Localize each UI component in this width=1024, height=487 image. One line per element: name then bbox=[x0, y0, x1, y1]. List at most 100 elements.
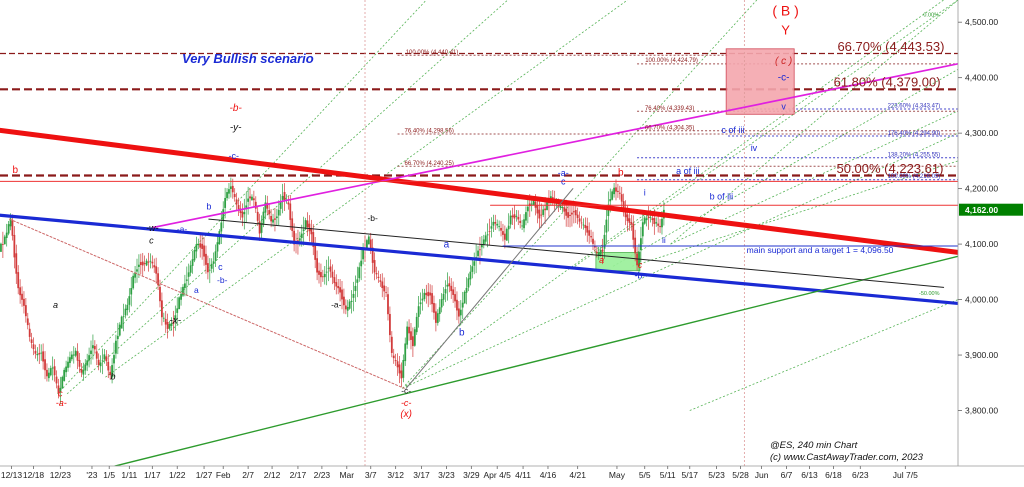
candle-body-159 bbox=[304, 220, 307, 230]
candle-body-226 bbox=[433, 303, 435, 313]
candle-body-167 bbox=[320, 272, 322, 278]
candle-body-6 bbox=[11, 220, 14, 236]
candle-body-137 bbox=[262, 211, 265, 224]
annotation-52: ii bbox=[662, 235, 666, 245]
candle-body-33 bbox=[63, 369, 66, 381]
candle-body-173 bbox=[331, 271, 334, 278]
candle-body-44 bbox=[84, 364, 87, 371]
candle-body-107 bbox=[205, 253, 207, 265]
annotation-49: c bbox=[561, 177, 566, 187]
candle-body-160 bbox=[306, 220, 309, 228]
annotation-11: 61.80% (4,379.00) bbox=[834, 75, 941, 90]
annotation-22: 100.00% (4,216.09) bbox=[888, 174, 941, 180]
candle-body-136 bbox=[260, 222, 263, 233]
candle-body-35 bbox=[67, 361, 69, 368]
x-tick-label-6: 1/17 bbox=[144, 470, 161, 480]
candle-body-290 bbox=[555, 203, 558, 205]
candle-body-193 bbox=[369, 239, 372, 249]
x-tick-label-21: 4/11 bbox=[515, 470, 531, 480]
candle-body-219 bbox=[419, 302, 422, 305]
candle-body-62 bbox=[118, 324, 121, 336]
candle-body-152 bbox=[291, 218, 294, 231]
candle-body-27 bbox=[51, 367, 54, 369]
candle-body-271 bbox=[519, 220, 522, 223]
candle-body-235 bbox=[450, 285, 453, 292]
annotation-37: a bbox=[53, 300, 58, 310]
x-tick-label-9: Feb bbox=[216, 470, 231, 480]
candle-body-86 bbox=[164, 318, 167, 325]
candle-body-231 bbox=[442, 293, 445, 300]
x-tick-label-7: 1/22 bbox=[169, 470, 186, 480]
candle-body-228 bbox=[436, 313, 439, 323]
x-tick-label-25: 5/5 bbox=[639, 470, 651, 480]
candle-body-273 bbox=[523, 219, 525, 229]
candle-body-66 bbox=[126, 304, 129, 311]
candle-body-100 bbox=[191, 259, 194, 266]
candle-body-220 bbox=[421, 298, 424, 301]
candle-body-113 bbox=[216, 242, 219, 252]
annotation-29: b bbox=[206, 202, 211, 212]
candle-body-112 bbox=[214, 251, 217, 261]
candle-body-116 bbox=[222, 209, 225, 221]
candle-body-105 bbox=[201, 243, 204, 249]
candle-body-31 bbox=[59, 387, 62, 393]
candle-body-302 bbox=[578, 218, 581, 222]
candle-body-321 bbox=[615, 187, 617, 192]
x-tick-label-22: 4/16 bbox=[540, 470, 557, 480]
fan-line-9 bbox=[670, 0, 958, 245]
candle-body-103 bbox=[197, 243, 200, 246]
fan-line-1 bbox=[66, 0, 509, 395]
candle-body-161 bbox=[308, 223, 311, 232]
candle-body-19 bbox=[36, 353, 39, 356]
candle-body-60 bbox=[115, 340, 117, 354]
annotation-50: b bbox=[618, 167, 624, 178]
candle-body-344 bbox=[659, 225, 661, 228]
candle-body-343 bbox=[657, 223, 660, 226]
candle-body-42 bbox=[80, 368, 83, 373]
candle-body-121 bbox=[231, 185, 234, 193]
candle-body-211 bbox=[404, 343, 407, 362]
candle-body-251 bbox=[480, 244, 483, 248]
candle-body-102 bbox=[195, 244, 198, 252]
candle-body-158 bbox=[302, 229, 305, 231]
candle-body-73 bbox=[139, 262, 142, 265]
candle-body-110 bbox=[210, 263, 213, 269]
last-price-label: 4,162.00 bbox=[965, 205, 998, 215]
x-tick-label-1: 12/18 bbox=[23, 470, 45, 480]
annotation-43: a bbox=[444, 239, 450, 250]
candle-body-125 bbox=[239, 208, 242, 214]
candle-body-147 bbox=[281, 195, 284, 200]
gray-rising-line bbox=[405, 188, 574, 389]
candle-body-47 bbox=[90, 350, 92, 354]
candle-body-313 bbox=[599, 250, 602, 255]
annotation-44: b bbox=[459, 328, 465, 339]
copyright-caption: (c) www.CastAwayTrader.com, 2023 bbox=[770, 452, 924, 463]
candle-body-314 bbox=[601, 249, 604, 252]
candle-body-69 bbox=[132, 275, 135, 289]
candle-body-148 bbox=[283, 192, 286, 201]
annotation-27: -y- bbox=[230, 122, 242, 133]
annotation-47: (x) bbox=[400, 409, 412, 420]
candle-body-237 bbox=[454, 294, 456, 302]
candle-body-230 bbox=[440, 299, 443, 308]
candle-body-318 bbox=[609, 199, 612, 202]
x-tick-label-0: 12/13 bbox=[1, 470, 23, 480]
candle-body-135 bbox=[258, 221, 261, 234]
candle-body-5 bbox=[9, 218, 12, 227]
candle-body-175 bbox=[335, 282, 338, 287]
candle-body-63 bbox=[120, 316, 123, 329]
fib-levels-layer bbox=[0, 52, 958, 181]
candle-body-331 bbox=[634, 237, 637, 254]
candle-body-142 bbox=[272, 219, 274, 223]
annotation-23: 0.00% bbox=[923, 13, 939, 19]
candle-body-233 bbox=[446, 284, 449, 287]
x-tick-label-19: 3/29 bbox=[463, 470, 480, 480]
annotation-42: -a- bbox=[331, 299, 342, 309]
x-tick-label-5: 1/11 bbox=[121, 470, 137, 480]
x-tick-label-31: 6/7 bbox=[781, 470, 793, 480]
y-tick-label-4: 4,200.00 bbox=[965, 184, 998, 194]
candle-body-134 bbox=[256, 211, 259, 221]
x-tick-label-13: 2/23 bbox=[314, 470, 331, 480]
candle-body-115 bbox=[220, 222, 223, 232]
candle-body-312 bbox=[597, 252, 600, 256]
